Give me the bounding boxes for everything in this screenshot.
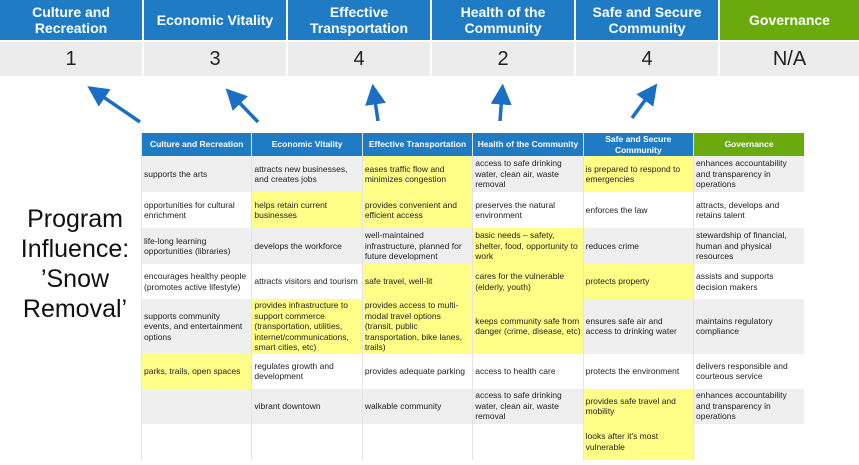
table-cell: provides safe travel and mobility <box>582 388 694 424</box>
score-transportation: 4 <box>288 42 430 76</box>
table-row: life-long learning opportunities (librar… <box>140 228 804 264</box>
table-cell: enforces the law <box>582 192 694 228</box>
category-health: Health of the Community <box>432 0 574 40</box>
col-header: Economic Vitality <box>251 133 363 156</box>
table-cell: basic needs – safety, shelter, food, opp… <box>472 228 584 264</box>
table-cell: assists and supports decision makers <box>693 264 804 299</box>
table-row: vibrant downtown walkable community access… <box>140 388 804 424</box>
table-cell: safe travel, well-lit <box>361 264 473 299</box>
category-governance: Governance <box>720 0 859 40</box>
table-cell: provides access to multi-modal travel op… <box>361 299 473 354</box>
table-cell: access to safe drinking water, clean air… <box>472 388 584 424</box>
score-health: 2 <box>432 42 574 76</box>
score-culture: 1 <box>0 42 142 76</box>
table-cell: helps retain current businesses <box>251 192 363 228</box>
table-cell: attracts, develops and retains talent <box>693 192 804 228</box>
criteria-table: Culture and Recreation Economic Vitality… <box>140 133 804 460</box>
table-cell <box>693 423 804 460</box>
table-cell: protects property <box>582 264 694 299</box>
table-cell: opportunities for cultural enrichment <box>140 192 252 228</box>
table-cell: looks after it's most vulnerable <box>582 423 694 460</box>
table-cell: access to safe drinking water, clean air… <box>472 156 584 192</box>
table-cell: access to health care <box>472 353 584 389</box>
table-cell: attracts visitors and tourism <box>251 264 363 299</box>
table-cell: provides convenient and efficient access <box>361 192 473 228</box>
table-cell: vibrant downtown <box>251 388 363 424</box>
table-cell: maintains regulatory compliance <box>693 299 804 354</box>
arrow-transportation-icon <box>365 83 386 122</box>
table-cell: reduces crime <box>582 228 694 264</box>
table-cell <box>140 423 252 460</box>
table-cell: supports the arts <box>140 156 252 192</box>
table-cell: life-long learning opportunities (librar… <box>140 228 252 264</box>
category-culture: Culture and Recreation <box>0 0 142 40</box>
table-cell: walkable community <box>361 388 473 424</box>
table-cell: parks, trails, open spaces <box>140 353 252 389</box>
table-cell <box>472 423 584 460</box>
arrow-economic-icon <box>225 88 260 124</box>
table-cell: is prepared to respond to emergencies <box>582 156 694 192</box>
table-cell: enhances accountability and transparency… <box>693 156 804 192</box>
category-safety: Safe and Secure Community <box>576 0 718 40</box>
table-cell: delivers responsible and courteous servi… <box>693 353 804 389</box>
table-cell <box>140 388 252 424</box>
score-economic: 3 <box>144 42 286 76</box>
arrow-safety-icon <box>630 83 658 120</box>
col-header: Culture and Recreation <box>140 133 252 156</box>
table-cell: well-maintained infrastructure, planned … <box>361 228 473 264</box>
table-cell: protects the environment <box>582 353 694 389</box>
score-row: 1 3 4 2 4 N/A <box>0 42 859 76</box>
table-cell: eases traffic flow and minimizes congest… <box>361 156 473 192</box>
col-header: Governance <box>693 133 804 156</box>
table-cell: provides adequate parking <box>361 353 473 389</box>
table-row: supports the arts attracts new businesses… <box>140 156 804 192</box>
table-cell: provides infrastructure to support comme… <box>251 299 363 354</box>
table-cell: regulates growth and development <box>251 353 363 389</box>
arrow-culture-icon <box>87 86 141 124</box>
table-cell: develops the workforce <box>251 228 363 264</box>
category-economic: Economic Vitality <box>144 0 286 40</box>
table-cell <box>251 423 363 460</box>
score-safety: 4 <box>576 42 718 76</box>
table-cell: keeps community safe from danger (crime,… <box>472 299 584 354</box>
table-cell: enhances accountability and transparency… <box>693 388 804 424</box>
category-header-row: Culture and Recreation Economic Vitality… <box>0 0 859 40</box>
table-cell: preserves the natural environment <box>472 192 584 228</box>
score-governance: N/A <box>720 42 859 76</box>
table-cell: stewardship of financial, human and phys… <box>693 228 804 264</box>
col-header: Effective Transportation <box>361 133 473 156</box>
table-cell: encourages healthy people (promotes acti… <box>140 264 252 299</box>
table-cell <box>361 423 473 460</box>
col-header: Health of the Community <box>472 133 584 156</box>
program-influence-label: Program Influence: ’Snow Removal’ <box>20 205 130 323</box>
table-cell: cares for the vulnerable (elderly, youth… <box>472 264 584 299</box>
table-row: parks, trails, open spaces regulates grow… <box>140 353 804 389</box>
col-header: Safe and Secure Community <box>582 133 694 156</box>
table-row: supports community events, and entertain… <box>140 299 804 354</box>
table-row: encourages healthy people (promotes acti… <box>140 264 804 299</box>
table-cell: ensures safe air and access to drinking … <box>582 299 694 354</box>
category-transportation: Effective Transportation <box>288 0 430 40</box>
table-cell: supports community events, and entertain… <box>140 299 252 354</box>
table-cell: attracts new businesses, and creates job… <box>251 156 363 192</box>
arrow-health-icon <box>490 83 512 122</box>
table-row: opportunities for cultural enrichment hel… <box>140 192 804 228</box>
table-row: looks after it's most vulnerable <box>140 423 804 460</box>
